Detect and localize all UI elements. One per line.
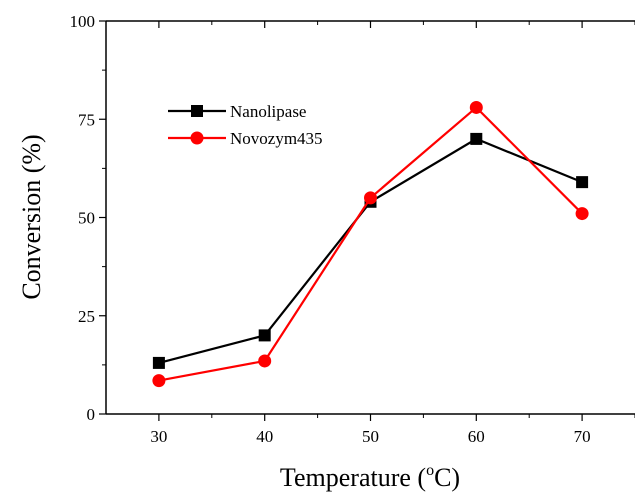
x-tick-label: 40 [256,427,273,446]
series-layer [152,100,589,388]
series-line [158,137,583,364]
data-point [364,191,377,205]
legend-item-novozym435: Novozym435 [168,129,323,148]
y-tick-label: 100 [70,12,96,31]
data-point [258,354,272,368]
x-axis-label: Temperature (oC) [280,462,460,492]
series-nanolipase [152,132,589,369]
legend-label: Novozym435 [230,129,323,148]
y-tick-label: 0 [87,405,96,424]
data-point [152,356,165,369]
data-point [469,100,483,114]
y-axis-label: Conversion (%) [17,134,46,299]
x-tick-label: 30 [150,427,167,446]
legend-marker [190,131,204,145]
x-tick-label: 50 [362,427,379,446]
y-tick-label: 25 [78,307,95,326]
y-tick-label: 75 [78,110,95,129]
series-novozym435 [152,100,589,388]
legend-item-nanolipase: Nanolipase [168,102,306,121]
legend-marker [191,105,203,117]
legend: Nanolipase Novozym435 [168,102,323,148]
x-tick-label: 60 [468,427,485,446]
series-line [158,105,583,382]
legend-label: Nanolipase [230,102,306,121]
data-point [575,207,589,221]
y-tick-label: 50 [78,209,95,228]
data-point [576,176,589,189]
x-tick-label: 70 [574,427,591,446]
y-axis: 0 25 50 75 100 [70,12,106,424]
data-point [258,329,271,342]
x-axis: 30 40 50 60 70 [150,21,635,446]
data-point [470,132,483,145]
data-point [152,374,166,388]
